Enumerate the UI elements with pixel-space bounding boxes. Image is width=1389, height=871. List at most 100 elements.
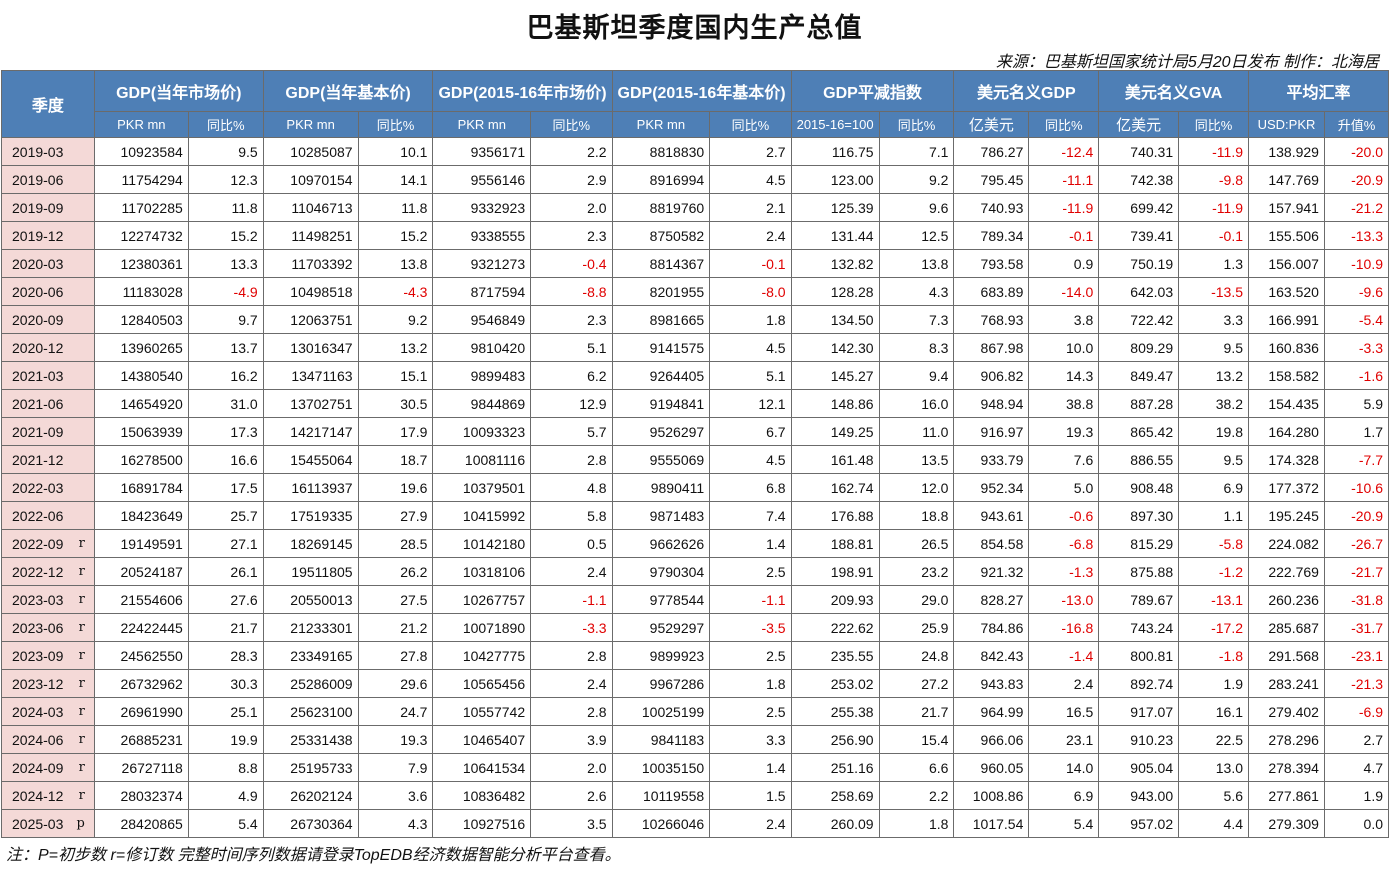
value-cell: 222.769	[1248, 557, 1325, 586]
value-cell: 160.836	[1248, 333, 1325, 362]
column-subheader: PKR mn	[432, 111, 532, 138]
value-cell: 30.5	[357, 389, 434, 418]
value-cell: 17.3	[187, 417, 264, 446]
value-cell: 10142180	[432, 529, 532, 558]
revision-flag: r	[78, 731, 85, 747]
value-cell: 9899483	[432, 361, 532, 390]
value-cell: 740.93	[953, 193, 1030, 222]
table-row: 2021-06 14654920 31.0 13702751 30.5 9844869 12…	[1, 389, 1389, 418]
value-cell: 5.1	[530, 333, 613, 362]
value-cell: 177.372	[1248, 473, 1325, 502]
value-cell: -5.8	[1178, 529, 1250, 558]
period-cell: 2021-09	[1, 417, 95, 446]
value-cell: -9.6	[1323, 277, 1389, 306]
column-group-header: 美元名义GDP	[953, 70, 1100, 112]
value-cell: -6.8	[1028, 529, 1100, 558]
value-cell: 9356171	[432, 137, 532, 166]
value-cell: 26961990	[93, 697, 189, 726]
revision-flag: r	[78, 675, 85, 691]
value-cell: 5.1	[709, 361, 792, 390]
value-cell: 7.6	[1028, 445, 1100, 474]
value-cell: 9332923	[432, 193, 532, 222]
value-cell: 224.082	[1248, 529, 1325, 558]
value-cell: 38.2	[1178, 389, 1250, 418]
column-subheader: 同比%	[1028, 111, 1100, 138]
value-cell: 15.1	[357, 361, 434, 390]
value-cell: 867.98	[953, 333, 1030, 362]
value-cell: 13016347	[262, 333, 359, 362]
value-cell: -0.1	[709, 249, 792, 278]
value-cell: 25.7	[187, 501, 264, 530]
value-cell: 10565456	[432, 669, 532, 698]
value-cell: 16.6	[187, 445, 264, 474]
value-cell: 957.02	[1098, 809, 1180, 838]
page-title: 巴基斯坦季度国内生产总值	[526, 13, 863, 43]
value-cell: 4.7	[1323, 753, 1389, 782]
value-cell: 12.0	[878, 473, 955, 502]
value-cell: 174.328	[1248, 445, 1325, 474]
value-cell: 4.5	[709, 445, 792, 474]
value-cell: -14.0	[1028, 277, 1100, 306]
value-cell: 3.6	[357, 781, 434, 810]
period-label: 2020-09	[12, 311, 64, 328]
value-cell: 29.6	[357, 669, 434, 698]
value-cell: 1008.86	[953, 781, 1030, 810]
value-cell: -20.0	[1323, 137, 1389, 166]
table-row: 2024-09 r 26727118 8.8 25195733 7.9 10641534 2.…	[1, 753, 1389, 782]
value-cell: 13.7	[187, 333, 264, 362]
period-label: 2021-09	[12, 423, 64, 440]
header-row: 季度 GDP(当年市场价) GDP(当年基本价) GDP(2015-16年市场价…	[1, 70, 1389, 138]
period-label: 2024-06	[12, 731, 64, 748]
value-cell: 14654920	[93, 389, 189, 418]
period-label: 2021-12	[12, 451, 64, 468]
value-cell: -0.6	[1028, 501, 1100, 530]
value-cell: 26732962	[93, 669, 189, 698]
value-cell: 9555069	[611, 445, 711, 474]
value-cell: 26.2	[357, 557, 434, 586]
table-row: 2020-06 11183028 -4.9 10498518 -4.3 8717594 -8…	[1, 277, 1389, 306]
value-cell: 148.86	[790, 389, 880, 418]
value-cell: 10927516	[432, 809, 532, 838]
period-cell: 2024-12 r	[1, 781, 95, 810]
value-cell: 10266046	[611, 809, 711, 838]
table-row: 2022-06 18423649 25.7 17519335 27.9 10415992 5…	[1, 501, 1389, 530]
value-cell: -23.1	[1323, 641, 1389, 670]
value-cell: 10267757	[432, 585, 532, 614]
value-cell: 11702285	[93, 193, 189, 222]
value-cell: 26885231	[93, 725, 189, 754]
value-cell: 6.9	[1178, 473, 1250, 502]
value-cell: 11046713	[262, 193, 359, 222]
value-cell: 176.88	[790, 501, 880, 530]
value-cell: 28420865	[93, 809, 189, 838]
footnote: 注：P=初步数 r=修订数 完整时间序列数据请登录TopEDB经济数据智能分析平…	[6, 847, 621, 864]
period-label: 2019-06	[12, 171, 64, 188]
value-cell: -31.7	[1323, 613, 1389, 642]
column-subheader: PKR mn	[93, 111, 189, 138]
value-cell: 278.296	[1248, 725, 1325, 754]
value-cell: -13.0	[1028, 585, 1100, 614]
value-cell: 157.941	[1248, 193, 1325, 222]
value-cell: 10836482	[432, 781, 532, 810]
value-cell: 9844869	[432, 389, 532, 418]
revision-flag: r	[78, 647, 85, 663]
value-cell: 25195733	[262, 753, 359, 782]
value-cell: 897.30	[1098, 501, 1180, 530]
value-cell: 1.1	[1178, 501, 1250, 530]
value-cell: 155.506	[1248, 221, 1325, 250]
table-row: 2023-09 r 24562550 28.3 23349165 27.8 10427775…	[1, 641, 1389, 670]
value-cell: 875.88	[1098, 557, 1180, 586]
period-label: 2020-03	[12, 255, 64, 272]
value-cell: 8.8	[187, 753, 264, 782]
value-cell: 12380361	[93, 249, 189, 278]
table-row: 2022-03 16891784 17.5 16113937 19.6 10379501 4…	[1, 473, 1389, 502]
value-cell: 5.4	[1028, 809, 1100, 838]
value-cell: 892.74	[1098, 669, 1180, 698]
value-cell: 1.8	[709, 305, 792, 334]
value-cell: -1.2	[1178, 557, 1250, 586]
value-cell: 8819760	[611, 193, 711, 222]
period-cell: 2020-12	[1, 333, 95, 362]
period-cell: 2021-03	[1, 361, 95, 390]
value-cell: 0.0	[1323, 809, 1389, 838]
value-cell: 2.6	[530, 781, 613, 810]
table-row: 2019-06 11754294 12.3 10970154 14.1 9556146 2.…	[1, 165, 1389, 194]
